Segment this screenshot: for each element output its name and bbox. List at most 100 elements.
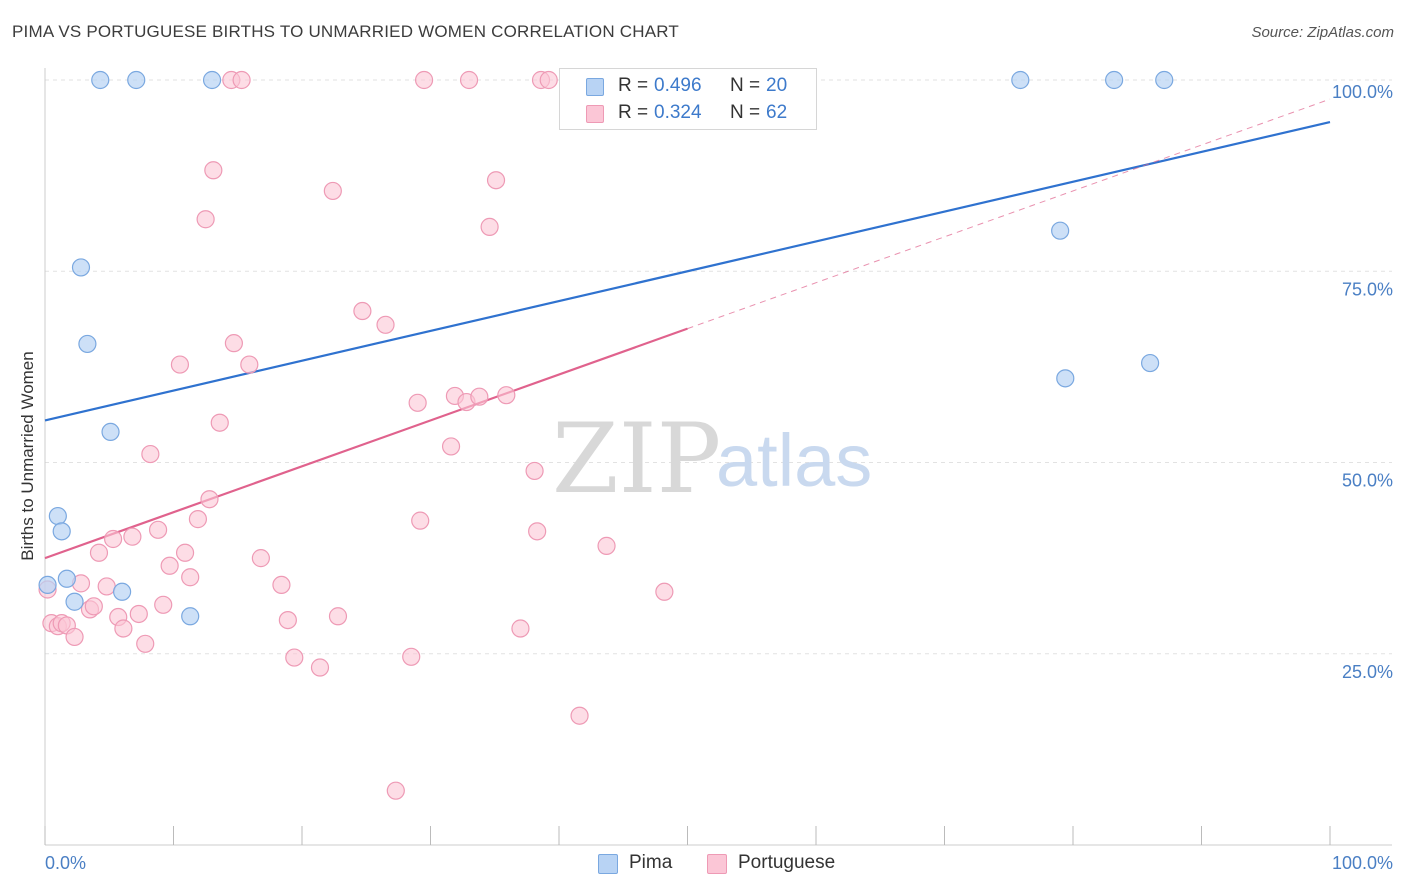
portuguese-point [136,634,155,653]
pima-point [52,522,71,541]
portuguese-trend-extension [687,98,1331,330]
portuguese-point [196,210,215,229]
portuguese-r-value: 0.324 [654,102,702,123]
portuguese-point [240,355,259,374]
portuguese-legend-swatch [707,854,727,874]
portuguese-point [528,522,547,541]
portuguese-n-value: 62 [766,102,788,123]
portuguese-point [210,413,229,432]
pima-point [1051,221,1070,240]
portuguese-point [376,315,395,334]
portuguese-point [411,511,430,530]
portuguese-point [511,619,530,638]
portuguese-point [470,387,489,406]
watermark-zip: ZIP [552,403,721,515]
pima-r-value: 0.496 [654,75,702,96]
portuguese-point [597,536,616,555]
portuguese-point [129,604,148,624]
portuguese-point [386,781,405,800]
pima-point [1105,70,1124,90]
portuguese-point [104,529,123,549]
grid-lines [45,79,1392,655]
trend-lines [44,98,1331,560]
portuguese-point [480,217,499,236]
pima-point [202,70,222,90]
axes [44,68,1392,846]
pima-point [38,575,57,595]
pima-point [181,607,200,626]
y-axis-title: Births to Unmarried Women [18,351,37,560]
portuguese-point [414,70,434,90]
pima-point [71,258,91,277]
y-tick-label: 75.0% [1342,279,1393,299]
correlation-legend: R = 0.496 N = 20 R = 0.324 N = 62 [559,68,817,130]
pima-point [65,592,84,611]
pima-point [101,422,120,441]
portuguese-point [141,444,160,464]
pima-point [1011,70,1030,90]
y-tick-label: 50.0% [1342,471,1393,491]
portuguese-point [232,70,251,90]
pima-point [48,506,67,526]
portuguese-point [310,658,330,677]
pima-trend-line [44,121,1331,422]
portuguese-point [148,520,168,539]
portuguese-point [181,568,200,587]
pima-n-value: 20 [766,75,788,96]
portuguese-point [272,575,291,595]
y-tick-label: 100.0% [1332,82,1393,102]
portuguese-point [84,597,103,616]
portuguese-point [441,437,461,456]
portuguese-point [97,577,116,596]
portuguese-point [486,171,506,190]
portuguese-point [525,461,544,481]
portuguese-legend-label: Portuguese [738,852,836,873]
portuguese-point [114,619,133,638]
portuguese-point [353,301,372,321]
portuguese-point [154,595,173,614]
portuguese-point [160,556,179,575]
source-credit: Source: ZipAtlas.com [1251,24,1394,41]
tick-labels: 25.0% 50.0% 75.0% 100.0% 0.0% 100.0% [45,82,1393,873]
watermark: ZIP atlas [552,403,872,515]
pima-n-label: N = [730,75,761,96]
portuguese-point [65,627,84,647]
watermark-atlas: atlas [716,419,872,502]
portuguese-point [224,334,243,353]
portuguese-point [539,70,558,90]
portuguese-n-label: N = [730,102,761,123]
portuguese-point [251,549,270,568]
chart-title: PIMA VS PORTUGUESE BIRTHS TO UNMARRIED W… [12,22,679,41]
portuguese-point [497,386,516,405]
y-tick-label: 25.0% [1342,662,1393,682]
pima-swatch [586,78,604,96]
portuguese-point [402,647,421,666]
pima-point [91,70,110,90]
x-tick-label-max: 100.0% [1332,853,1393,873]
portuguese-point [204,161,223,180]
portuguese-point [175,543,195,562]
portuguese-point [408,393,427,412]
portuguese-swatch [586,105,604,123]
portuguese-point [285,648,304,667]
portuguese-point [170,355,190,374]
x-tick-label-min: 0.0% [45,853,86,873]
portuguese-point [89,543,109,562]
pima-point [78,334,97,354]
pima-legend-label: Pima [629,852,673,873]
portuguese-point [328,607,348,626]
pima-point [1056,369,1075,388]
portuguese-point [655,582,674,601]
portuguese-point [278,610,297,630]
portuguese-point [570,706,589,725]
pima-point [112,582,132,601]
pima-point [1155,70,1174,90]
portuguese-point [188,510,208,529]
data-points [38,70,1174,800]
pima-point [1140,353,1160,373]
pima-legend-swatch [598,854,618,874]
portuguese-point [123,527,142,546]
pima-point [127,70,146,90]
pima-r-label: R = [618,75,649,96]
